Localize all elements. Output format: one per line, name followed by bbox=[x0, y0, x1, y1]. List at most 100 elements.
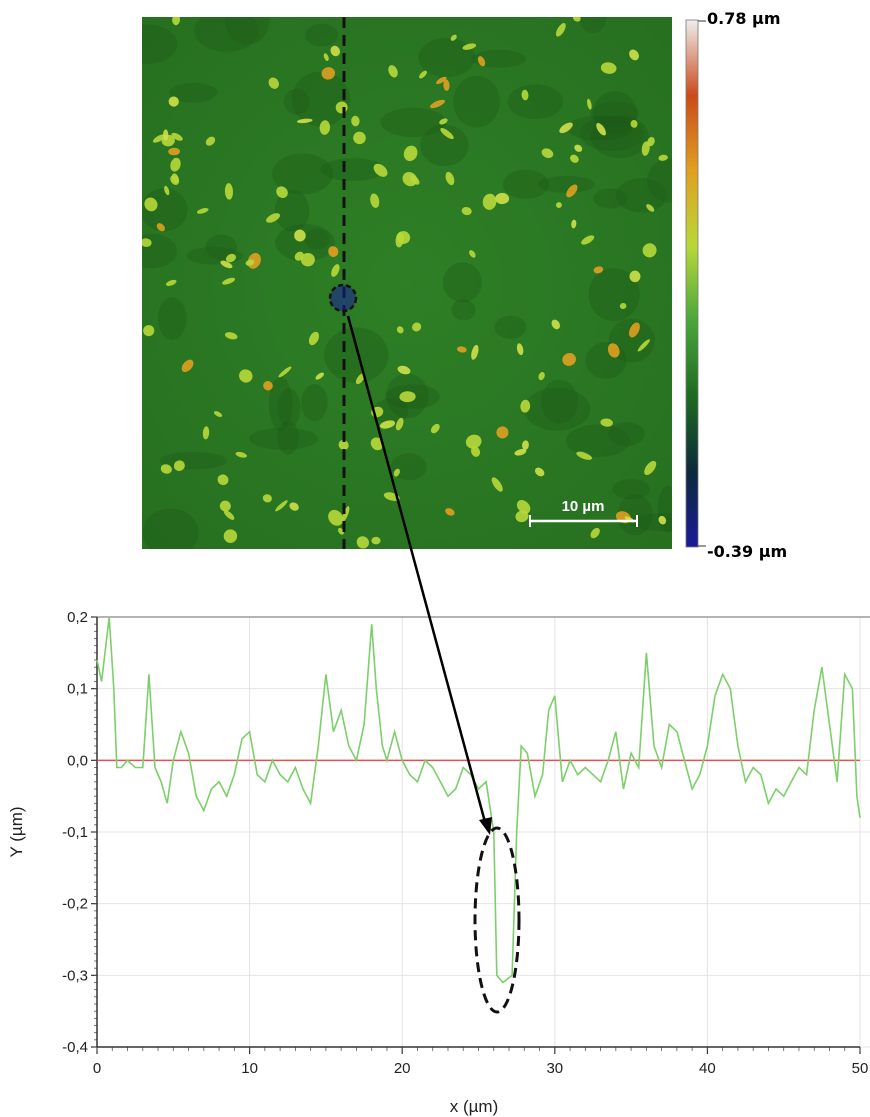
surface-feature bbox=[445, 171, 455, 186]
surface-shadow bbox=[565, 424, 631, 458]
surface-feature bbox=[205, 136, 216, 146]
surface-feature bbox=[353, 131, 366, 145]
surface-feature bbox=[342, 506, 350, 522]
surface-shadow bbox=[277, 387, 301, 429]
surface-feature bbox=[323, 53, 329, 61]
surface-feature bbox=[538, 371, 545, 381]
surface-shadow bbox=[420, 124, 469, 167]
surface-feature bbox=[222, 277, 236, 285]
surface-shadow bbox=[615, 178, 668, 213]
surface-feature bbox=[647, 137, 655, 147]
surface-feature bbox=[576, 451, 593, 460]
y-tick-label: 0,2 bbox=[67, 609, 88, 626]
surface-feature bbox=[388, 65, 398, 78]
surface-feature bbox=[220, 260, 233, 269]
surface-feature bbox=[168, 147, 181, 156]
x-tick-label: 40 bbox=[699, 1060, 716, 1077]
x-tick-label: 50 bbox=[852, 1060, 869, 1077]
surface-feature bbox=[223, 529, 238, 543]
surface-feature bbox=[402, 172, 418, 187]
colorbar-min-label: -0.39 µm bbox=[707, 542, 787, 561]
connector-arrow-shaft bbox=[346, 315, 487, 823]
chart-grid bbox=[96, 616, 870, 1048]
surface-feature bbox=[217, 474, 229, 486]
x-tick-label: 10 bbox=[241, 1060, 258, 1077]
connector-arrow-head bbox=[479, 817, 492, 835]
surface-feature bbox=[658, 515, 667, 525]
defect-marker-circle bbox=[328, 283, 358, 313]
surface-shadow bbox=[453, 75, 500, 128]
surface-shadow bbox=[301, 384, 328, 422]
surface-feature bbox=[590, 527, 600, 539]
colorbar-max-label: 0.78 µm bbox=[707, 9, 781, 28]
surface-shadow bbox=[372, 398, 409, 425]
surface-shadow bbox=[590, 101, 639, 126]
surface-feature bbox=[419, 70, 427, 79]
surface-shadow bbox=[291, 71, 351, 127]
surface-feature bbox=[294, 251, 304, 261]
surface-feature bbox=[262, 494, 272, 503]
surface-feature bbox=[395, 417, 404, 431]
profile-chart: 0,2 0,1 0,0 -0,1 -0,2 -0,3 -0,4 0 10 20 30 40 50 x … bbox=[7, 609, 870, 1116]
surface-shadow bbox=[275, 223, 335, 262]
surface-feature bbox=[551, 319, 561, 330]
surface-feature bbox=[541, 148, 554, 159]
surface-feature bbox=[351, 115, 360, 127]
defect-highlight-ellipse bbox=[473, 826, 521, 1014]
surface-feature bbox=[630, 120, 638, 128]
surface-feature bbox=[629, 49, 639, 61]
surface-shadow bbox=[390, 453, 427, 481]
surface-feature bbox=[412, 322, 422, 332]
y-tick-label: 0,1 bbox=[67, 681, 88, 698]
surface-feature bbox=[331, 264, 340, 277]
surface-feature bbox=[266, 213, 281, 223]
surface-feature bbox=[245, 259, 255, 266]
surface-feature bbox=[202, 426, 210, 440]
surface-feature bbox=[445, 508, 455, 516]
surface-shadow bbox=[277, 420, 299, 455]
surface-feature bbox=[641, 141, 650, 156]
surface-feature bbox=[213, 411, 223, 417]
x-tick-label: 0 bbox=[93, 1060, 101, 1077]
surface-feature bbox=[393, 468, 400, 477]
surface-shadow bbox=[305, 23, 339, 47]
surface-feature bbox=[168, 96, 179, 107]
surface-shadow bbox=[324, 327, 389, 383]
surface-feature bbox=[164, 185, 170, 196]
surface-feature bbox=[642, 243, 657, 258]
surface-feature bbox=[607, 343, 620, 358]
surface-shadow bbox=[579, 17, 607, 33]
y-tick-label: -0,3 bbox=[62, 967, 88, 984]
surface-feature bbox=[142, 238, 152, 247]
surface-feature bbox=[143, 325, 155, 337]
surface-shadow bbox=[249, 427, 319, 450]
surface-shadow bbox=[304, 228, 330, 250]
surface-shadow bbox=[320, 158, 386, 182]
surface-feature bbox=[397, 365, 411, 375]
surface-shadow bbox=[592, 91, 638, 135]
surface-feature bbox=[646, 204, 655, 212]
x-axis-title: x (µm) bbox=[450, 1097, 499, 1116]
surface-feature bbox=[144, 197, 158, 212]
surface-shadow bbox=[537, 175, 595, 193]
surface-shadow bbox=[442, 262, 482, 303]
surface-feature bbox=[461, 206, 472, 216]
surface-feature bbox=[534, 467, 545, 477]
surface-shadow bbox=[612, 479, 651, 500]
surface-shadow bbox=[579, 116, 644, 151]
surface-shadow bbox=[502, 169, 549, 199]
surface-shadow bbox=[274, 189, 310, 232]
surface-feature bbox=[170, 157, 181, 172]
surface-feature bbox=[658, 154, 668, 161]
surface-feature bbox=[430, 99, 445, 109]
surface-feature bbox=[181, 359, 194, 373]
y-tick-label: -0,1 bbox=[62, 824, 88, 841]
surface-feature bbox=[225, 253, 236, 263]
scale-bar-label: 10 µm bbox=[562, 498, 605, 515]
surface-shadow bbox=[283, 88, 310, 115]
surface-feature bbox=[356, 536, 370, 549]
surface-feature bbox=[574, 144, 583, 152]
surface-feature bbox=[600, 418, 613, 427]
surface-feature bbox=[644, 460, 657, 476]
surface-feature bbox=[495, 192, 510, 205]
